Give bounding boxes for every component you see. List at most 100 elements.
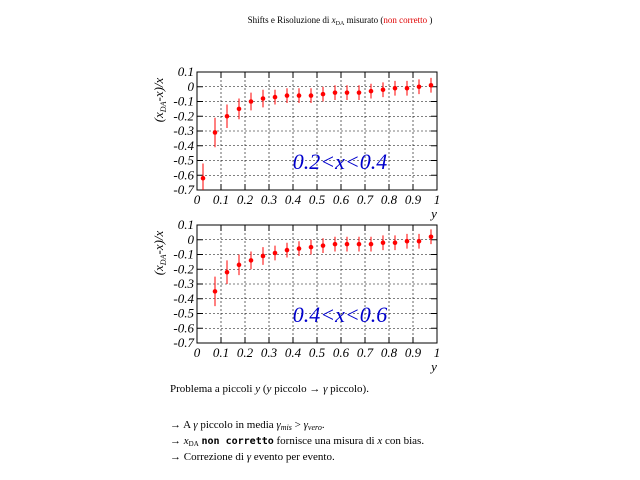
y-tick-label: -0.4: [173, 138, 194, 153]
x-tick-label: 0.2: [237, 192, 254, 207]
point: [332, 241, 338, 247]
point: [368, 241, 374, 247]
x-axis-label: y: [429, 206, 437, 221]
x-tick-label: 0: [194, 192, 201, 207]
point: [272, 250, 278, 256]
note-line: Problema a piccoli y (y piccolo → γ picc…: [170, 383, 369, 395]
y-label-part: DA: [159, 101, 168, 113]
point: [392, 240, 398, 245]
point: [368, 88, 374, 94]
x-tick-label: 0.4: [285, 345, 302, 360]
point: [248, 258, 254, 263]
x-tick-label: 0.6: [333, 345, 350, 360]
title-part: misurato (: [344, 15, 383, 25]
x-tick-label: 1: [434, 345, 441, 360]
y-tick-label: -0.5: [173, 153, 194, 168]
y-tick-label: -0.6: [173, 320, 194, 335]
note-part: mis: [281, 423, 292, 432]
title-part: DA: [336, 21, 345, 27]
note-line: → Correzione di γ evento per evento.: [170, 451, 335, 463]
point: [236, 106, 242, 112]
note-part: (: [260, 383, 267, 395]
note-part: con bias.: [382, 435, 424, 447]
annotation: 0.4<x<0.6: [293, 302, 387, 327]
point: [224, 269, 230, 275]
note-part: →: [170, 435, 184, 447]
y-label-part: (x: [151, 112, 166, 122]
point: [296, 246, 302, 251]
note-line: → A γ piccolo in media γmis > γvero.: [170, 419, 325, 432]
y-tick-label: 0.1: [178, 217, 194, 232]
point: [284, 247, 290, 253]
point: [308, 244, 314, 250]
y-tick-label: -0.4: [173, 291, 194, 306]
note-part: γ: [193, 419, 198, 431]
x-tick-label: 0.9: [405, 345, 422, 360]
x-tick-label: 0.1: [213, 345, 229, 360]
note-part: γ: [247, 451, 252, 463]
note-part: .: [322, 419, 325, 431]
y-axis-label: (xDA-x)/x: [151, 77, 168, 122]
point: [380, 240, 386, 245]
point: [380, 87, 386, 92]
point: [356, 241, 362, 247]
point: [416, 84, 422, 90]
x-tick-label: 0.9: [405, 192, 422, 207]
note-part: y: [254, 383, 260, 395]
note-part: γ: [304, 419, 309, 431]
points: [200, 77, 434, 190]
note-part: evento per evento.: [251, 451, 335, 463]
y-tick-label: -0.2: [173, 261, 194, 276]
title-part: non corretto: [383, 15, 427, 25]
x-tick-label: 0.6: [333, 192, 350, 207]
y-tick-label: -0.6: [173, 167, 194, 182]
point: [200, 175, 206, 181]
x-axis-label: y: [429, 359, 437, 374]
plot-frame: [196, 224, 438, 344]
point: [356, 90, 362, 95]
note-part: DA: [189, 440, 199, 448]
y-label-part: -x)/x: [151, 230, 166, 254]
title-part: ): [427, 15, 432, 25]
x-tick-label: 0.4: [285, 192, 302, 207]
point: [404, 85, 410, 91]
point: [404, 238, 410, 244]
title-part: x: [331, 15, 336, 25]
y-tick-label: -0.7: [173, 335, 194, 350]
note-part: vero: [308, 423, 322, 432]
note-part: x: [376, 435, 382, 447]
title-part: Shifts e Risoluzione di: [248, 15, 332, 25]
point: [428, 82, 434, 88]
x-tick-label: 0.5: [309, 192, 326, 207]
note-part: piccolo in media: [198, 419, 277, 431]
y-tick-label: -0.5: [173, 306, 194, 321]
plot-frame: [196, 71, 438, 191]
x-tick-label: 0.8: [381, 192, 398, 207]
x-tick-label: 0.3: [261, 345, 278, 360]
note-part: piccolo →: [271, 383, 323, 395]
note-part: → A: [170, 419, 193, 431]
point: [320, 243, 326, 248]
point: [212, 130, 218, 135]
x-tick-label: 0.7: [357, 345, 374, 360]
point: [236, 262, 242, 268]
point: [308, 93, 314, 98]
x-tick-label: 0.1: [213, 192, 229, 207]
point: [272, 94, 278, 100]
point: [320, 91, 326, 97]
note-part: y: [266, 383, 272, 395]
note-part: γ: [323, 383, 328, 395]
note-part: Problema a piccoli: [170, 383, 255, 395]
note-part: piccolo).: [327, 383, 369, 395]
point: [248, 99, 254, 104]
y-tick-label: 0.1: [178, 64, 194, 79]
note-part: x: [183, 435, 189, 447]
y-tick-label: -0.3: [173, 276, 194, 291]
y-tick-label: 0: [188, 79, 195, 94]
x-tick-label: 1: [434, 192, 441, 207]
y-tick-label: -0.3: [173, 123, 194, 138]
point: [296, 93, 302, 98]
x-tick-label: 0: [194, 345, 201, 360]
point: [344, 90, 350, 95]
